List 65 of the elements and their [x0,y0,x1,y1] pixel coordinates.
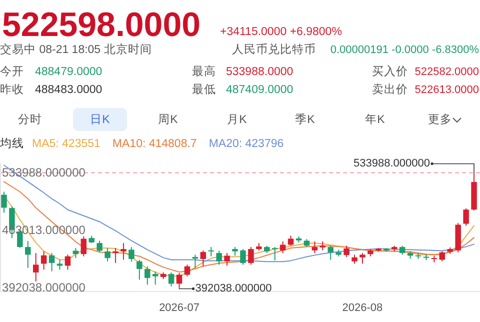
candlestick [48,252,55,272]
ytick: 392038.000000 [2,280,86,295]
candlestick [152,270,158,286]
annotation: 季K [295,114,315,126]
annotation: 533988.000000 [354,158,430,170]
annotation: 分时 [18,114,42,126]
candlestick [208,246,214,257]
xtick: 2026-07 [159,302,200,314]
candlestick [96,240,102,253]
annotation: 488483.0000 [35,84,102,96]
candlestick [272,246,278,261]
candlestick [224,252,230,266]
candlestick [344,245,350,258]
annotation: 522582.0000 [414,66,479,78]
candlestick [312,240,318,254]
candlestick [463,208,469,226]
annotation: 交易中 08-21 18:05 北京时间 [0,44,152,56]
xtick: 2026-08 [342,302,383,314]
candlestick [25,240,31,268]
candlestick [184,264,190,277]
candlestick [328,245,334,260]
candlestick [72,248,79,259]
annotation: 522613.0000 [414,84,479,96]
annotation: 月K [227,114,247,126]
legend: 均线 MA5: 423551 MA10: 414808.7 MA20: 423796 [0,138,284,150]
candlestick [216,250,222,266]
candlestick [168,272,174,287]
annotation: 487409.0000 [226,84,294,96]
candlestick [56,259,63,270]
candlestick [176,272,182,288]
annotation: 更多 [428,114,452,126]
candlestick [248,246,254,266]
candlestick [40,250,47,270]
annotation: 买入价 [372,66,408,78]
candlestick [136,259,142,280]
annotation: 卖出价 [372,84,408,96]
title: 522598.0000 [2,6,201,44]
annotation: 周K [158,114,178,126]
candlestick [80,236,87,257]
annotation: 最低 [192,84,216,96]
candlestick [144,266,150,286]
annotation: 533988.0000 [226,66,294,78]
candlestick [288,235,294,246]
annotation: 人民币兑比特币 [232,44,316,56]
candlestick [112,248,118,264]
candlestick [64,254,71,270]
candlestick [120,242,126,260]
candlestick [128,246,134,262]
candlestick [200,250,206,267]
candlestick [360,252,366,264]
candlestick [32,252,39,282]
candlestick [280,240,286,254]
annotation: +34115.0000 +6.9800% [220,26,342,38]
annotation: 日K [90,114,110,126]
candlestick [104,248,110,262]
annotation: 年K [365,114,385,126]
annotation: 今开 [0,66,24,78]
annotation: 昨收 [0,84,24,96]
annotation: 392038.000000 [195,282,272,295]
candlestick [1,191,7,214]
annotation: 488479.0000 [35,66,102,78]
annotation: 最高 [192,66,216,78]
candlestick [240,248,246,266]
annotation: 0.00000191 -0.0000 -6.8300% [330,44,479,56]
candlestick [439,250,446,262]
